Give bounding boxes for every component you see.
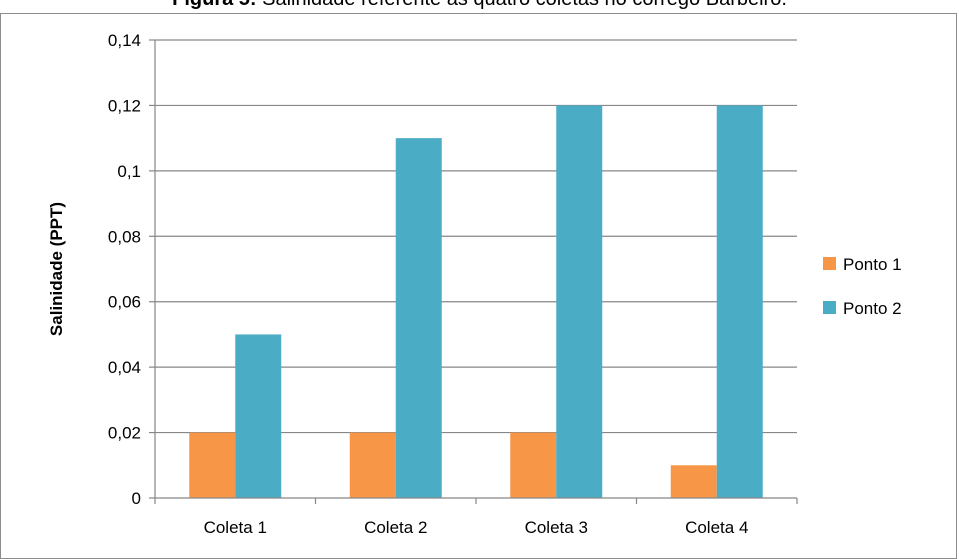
- legend-label: Ponto 1: [843, 255, 902, 274]
- x-tick-labels: Coleta 1 Coleta 2 Coleta 3 Coleta 4: [204, 518, 749, 537]
- figure-caption-label: Figura 5:: [172, 0, 256, 10]
- bar: [510, 432, 557, 498]
- bar: [670, 465, 717, 498]
- y-tick-label: 0: [132, 489, 141, 508]
- y-tick-label: 0,06: [108, 293, 141, 312]
- bar: [556, 105, 603, 498]
- bar: [235, 334, 282, 498]
- y-tick-label: 0,04: [108, 358, 141, 377]
- bar: [349, 432, 396, 498]
- y-tick-label: 0,12: [108, 96, 141, 115]
- bar: [716, 105, 763, 498]
- y-tick-label: 0,14: [108, 31, 141, 50]
- axes: [149, 39, 798, 504]
- bar: [395, 138, 442, 498]
- bars: [189, 105, 763, 498]
- x-tick-label: Coleta 4: [685, 518, 748, 537]
- legend: Ponto 1 Ponto 2: [823, 255, 902, 318]
- legend-swatch: [823, 257, 836, 270]
- y-tick-labels: 0 0,02 0,04 0,06 0,08 0,1 0,12 0,14: [108, 31, 141, 508]
- x-tick-label: Coleta 3: [525, 518, 588, 537]
- y-tick-label: 0,08: [108, 227, 141, 246]
- x-tick-label: Coleta 2: [364, 518, 427, 537]
- y-axis-label: Salinidade (PPT): [47, 202, 66, 336]
- x-tick-label: Coleta 1: [204, 518, 267, 537]
- legend-swatch: [823, 301, 836, 314]
- legend-label: Ponto 2: [843, 299, 902, 318]
- y-tick-label: 0,1: [117, 162, 141, 181]
- figure-caption-text: Salinidade referente as quatro coletas n…: [257, 0, 787, 10]
- bar: [189, 432, 236, 498]
- y-tick-label: 0,02: [108, 424, 141, 443]
- figure-caption: Figura 5: Salinidade referente as quatro…: [0, 0, 959, 11]
